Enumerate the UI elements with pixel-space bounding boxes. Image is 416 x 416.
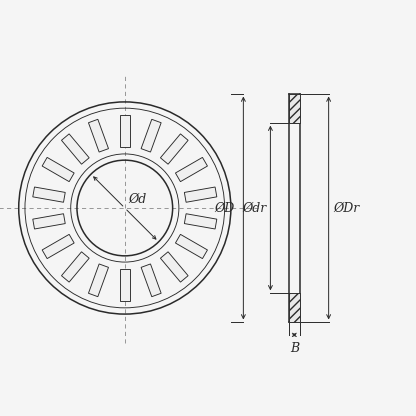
Polygon shape — [120, 115, 130, 146]
Polygon shape — [184, 214, 217, 229]
Text: Ødr: Ødr — [242, 201, 266, 215]
Polygon shape — [42, 157, 74, 182]
Polygon shape — [141, 119, 161, 152]
Polygon shape — [42, 234, 74, 259]
Polygon shape — [184, 187, 217, 202]
Polygon shape — [33, 214, 65, 229]
Bar — [289, 94, 300, 123]
Text: ØDr: ØDr — [334, 201, 360, 215]
Polygon shape — [176, 157, 208, 182]
Polygon shape — [161, 252, 188, 282]
Polygon shape — [62, 134, 89, 164]
Polygon shape — [161, 134, 188, 164]
Polygon shape — [89, 119, 109, 152]
Polygon shape — [89, 264, 109, 297]
Text: ØD: ØD — [214, 201, 234, 215]
Polygon shape — [176, 234, 208, 259]
Text: Ød: Ød — [128, 193, 146, 206]
Text: B: B — [290, 342, 299, 355]
Bar — [289, 293, 300, 322]
Polygon shape — [33, 187, 65, 202]
Polygon shape — [62, 252, 89, 282]
Polygon shape — [141, 264, 161, 297]
Polygon shape — [120, 270, 130, 300]
